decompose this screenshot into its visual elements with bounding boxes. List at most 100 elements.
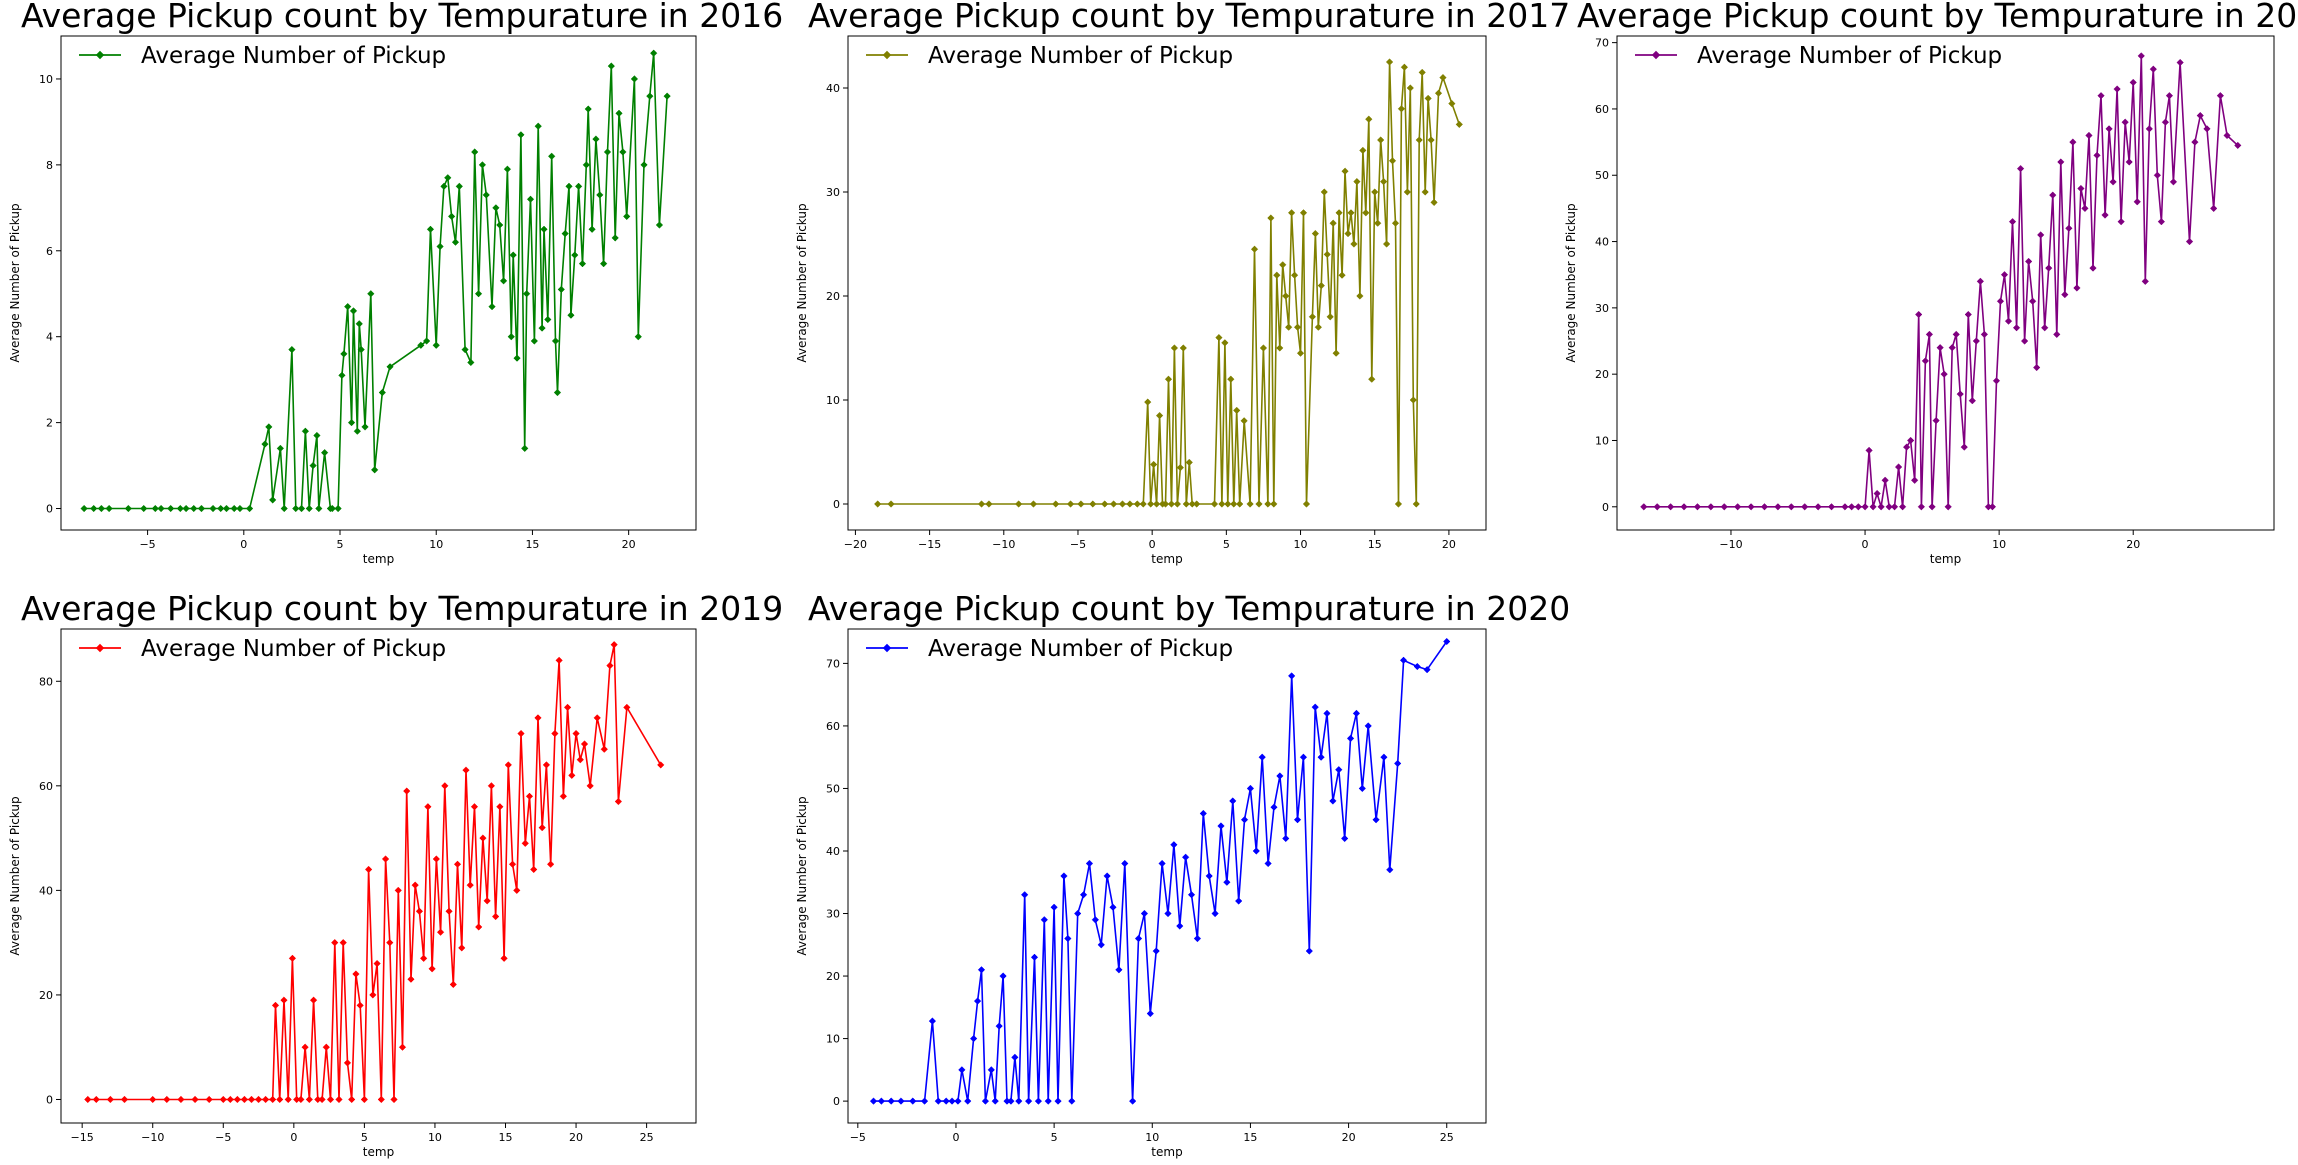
data-point (236, 504, 244, 513)
data-point (367, 290, 375, 298)
data-point (1362, 209, 1370, 217)
data-point (84, 1095, 92, 1104)
data-point (1126, 500, 1134, 508)
data-point (2234, 141, 2242, 150)
data-point (1134, 934, 1143, 943)
x-tick-label: 0 (952, 1131, 959, 1144)
x-tick-label: −5 (215, 1131, 231, 1144)
data-point (1323, 709, 1331, 718)
data-point (461, 345, 469, 354)
data-point (478, 161, 487, 169)
data-point (513, 354, 521, 362)
data-point (297, 504, 306, 513)
y-axis-label: Average Number of Pickup (8, 203, 22, 362)
data-point (1085, 859, 1094, 868)
data-point (1996, 297, 2005, 305)
data-point (1885, 503, 1893, 511)
data-point (2137, 52, 2145, 60)
data-point (1221, 339, 1229, 347)
data-point (1029, 500, 1038, 508)
data-point (1293, 816, 1302, 824)
data-point (1288, 672, 1296, 680)
data-point (563, 703, 572, 712)
data-point (1182, 500, 1190, 508)
data-point (338, 371, 346, 380)
data-point (2085, 131, 2093, 140)
chart-5: Average Pickup count by Tempurature in 2… (795, 589, 1570, 1159)
data-point (1380, 753, 1388, 761)
x-tick-label: 20 (622, 538, 636, 551)
data-point (90, 504, 98, 513)
data-point (1952, 330, 1960, 339)
y-tick-label: 0 (833, 1095, 840, 1108)
data-point (301, 427, 310, 435)
data-point (2185, 237, 2194, 246)
data-point (1128, 1097, 1137, 1105)
data-point (1170, 344, 1179, 352)
data-point (1666, 503, 1675, 511)
data-point (1418, 68, 1426, 77)
data-point (440, 182, 448, 191)
data-point (1352, 709, 1361, 718)
y-tick-label: 30 (826, 908, 840, 921)
data-point (120, 1095, 129, 1104)
data-point (1988, 503, 1997, 511)
data-point (1229, 797, 1237, 805)
data-point (1176, 922, 1184, 930)
data-point (948, 1097, 956, 1105)
data-point (1305, 947, 1313, 955)
data-point (415, 907, 424, 915)
legend-label: Average Number of Pickup (1697, 43, 2002, 69)
data-point (97, 504, 106, 513)
data-point (1052, 500, 1060, 508)
chart-3: Average Pickup count by Tempurature in 2… (1564, 0, 2298, 566)
data-point (1372, 816, 1380, 824)
data-point (555, 656, 563, 665)
x-tick-label: 5 (1051, 1131, 1058, 1144)
x-tick-label: 0 (1862, 538, 1869, 551)
data-point (2153, 171, 2162, 179)
data-point (1140, 909, 1149, 918)
data-point (1747, 503, 1755, 511)
data-point (1326, 313, 1334, 321)
data-point (1894, 463, 1903, 471)
data-point (1118, 500, 1127, 508)
data-point (1397, 105, 1406, 113)
data-point (474, 290, 483, 298)
data-point (479, 834, 487, 842)
data-point (1350, 240, 1358, 248)
data-point (655, 221, 664, 229)
data-point (390, 1095, 398, 1104)
y-tick-label: 20 (826, 290, 840, 303)
data-point (521, 444, 529, 453)
data-point (349, 307, 358, 315)
data-point (343, 1059, 352, 1067)
data-point (1861, 503, 1869, 511)
data-point (355, 320, 363, 328)
data-point (1329, 797, 1337, 805)
data-point (596, 191, 604, 199)
data-point (491, 912, 500, 921)
data-point (292, 504, 300, 513)
data-point (1960, 443, 1968, 451)
data-point (1902, 443, 1911, 451)
legend-label: Average Number of Pickup (141, 43, 446, 69)
data-point (1344, 229, 1352, 238)
data-point (1406, 84, 1414, 92)
y-tick-label: 0 (46, 503, 53, 516)
y-tick-label: 2 (46, 417, 53, 430)
x-tick-label: 0 (240, 538, 247, 551)
data-point (1356, 292, 1364, 300)
data-point (920, 1097, 929, 1105)
data-point (1972, 337, 1980, 345)
data-point (877, 1097, 886, 1105)
data-point (1210, 500, 1219, 508)
data-point (340, 350, 348, 358)
data-point (1097, 941, 1105, 949)
data-point (1371, 188, 1379, 196)
data-point (985, 500, 993, 508)
y-axis-label: Average Number of Pickup (795, 203, 809, 362)
data-point (313, 431, 321, 440)
data-point (623, 212, 631, 221)
x-tick-label: 10 (428, 1131, 442, 1144)
